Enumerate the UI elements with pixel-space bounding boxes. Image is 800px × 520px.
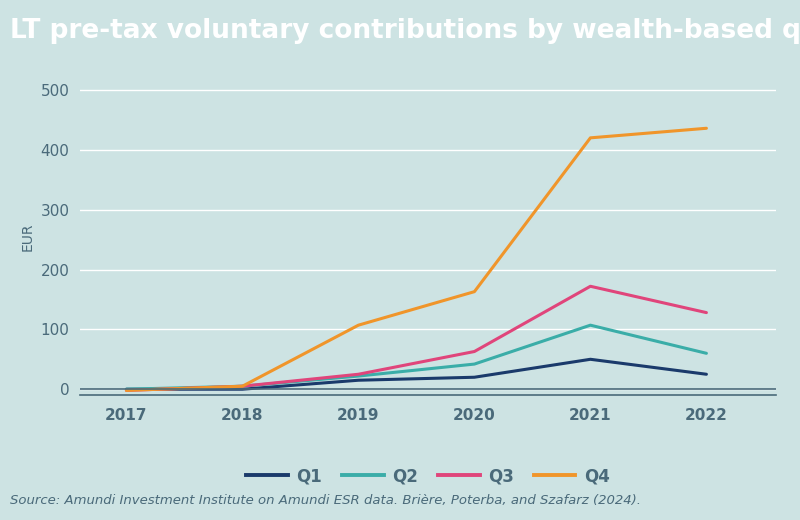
Q4 (470, 289, 479, 295)
Y-axis label: EUR: EUR (21, 223, 35, 251)
Q2 (122, 386, 131, 392)
Q4 (238, 383, 247, 389)
Q1 (586, 356, 595, 362)
Q4 (122, 387, 131, 394)
Q1 (354, 377, 363, 383)
Line: Q1: Q1 (126, 359, 706, 389)
Q3 (122, 387, 131, 394)
Q2 (354, 373, 363, 379)
Text: Source: Amundi Investment Institute on Amundi ESR data. Brière, Poterba, and Sza: Source: Amundi Investment Institute on A… (10, 494, 641, 507)
Line: Q3: Q3 (126, 287, 706, 391)
Line: Q2: Q2 (126, 325, 706, 389)
Q2 (586, 322, 595, 328)
Q3 (470, 348, 479, 355)
Q3 (238, 383, 247, 389)
Q4 (586, 135, 595, 141)
Q2 (238, 383, 247, 389)
Q2 (470, 361, 479, 367)
Q4 (702, 125, 711, 132)
Q4 (354, 322, 363, 328)
Q1 (470, 374, 479, 380)
Q1 (122, 386, 131, 392)
Q2 (702, 350, 711, 356)
Q3 (702, 309, 711, 316)
Q3 (586, 283, 595, 290)
Q1 (702, 371, 711, 378)
Q1 (238, 386, 247, 392)
Line: Q4: Q4 (126, 128, 706, 391)
Text: LT pre-tax voluntary contributions by wealth-based quartiles: LT pre-tax voluntary contributions by we… (10, 18, 800, 44)
Q3 (354, 371, 363, 378)
Legend: Q1, Q2, Q3, Q4: Q1, Q2, Q3, Q4 (240, 461, 616, 492)
